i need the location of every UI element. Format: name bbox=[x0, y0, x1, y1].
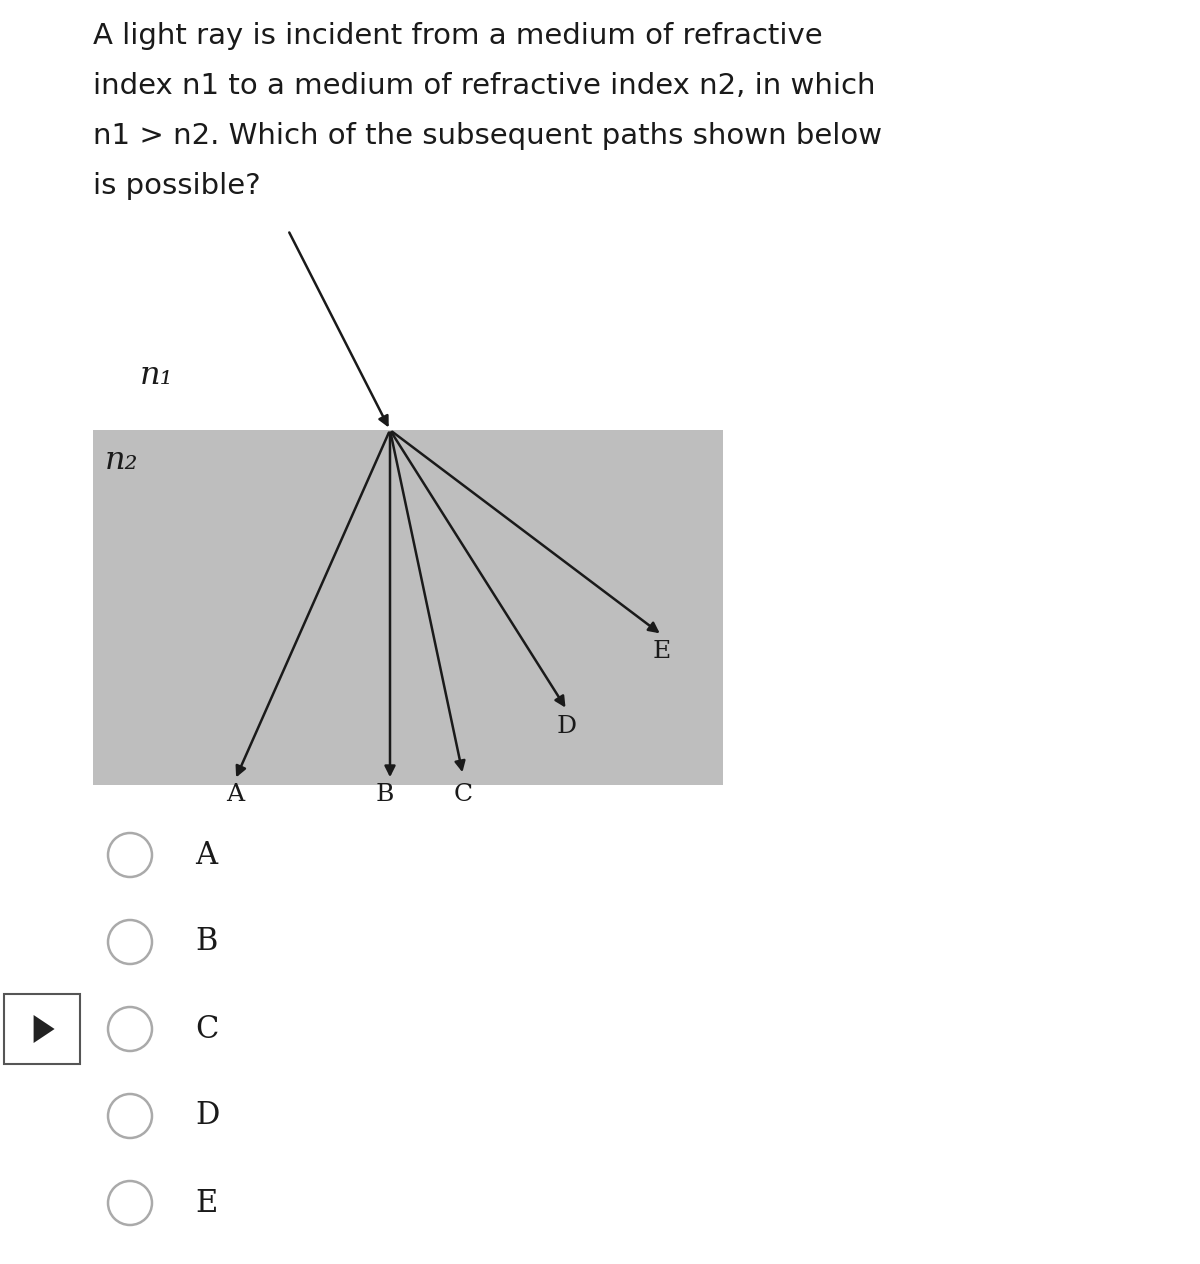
Text: A light ray is incident from a medium of refractive: A light ray is incident from a medium of… bbox=[94, 21, 823, 51]
Text: C: C bbox=[194, 1014, 218, 1044]
Text: A: A bbox=[226, 782, 244, 806]
Bar bbox=[94, 430, 722, 785]
Text: B: B bbox=[194, 927, 217, 958]
Text: is possible?: is possible? bbox=[94, 172, 260, 200]
Text: B: B bbox=[376, 782, 394, 806]
Text: n₁: n₁ bbox=[140, 360, 174, 391]
Text: A: A bbox=[194, 839, 217, 871]
Text: E: E bbox=[194, 1187, 217, 1218]
Text: C: C bbox=[454, 782, 473, 806]
FancyBboxPatch shape bbox=[4, 994, 80, 1064]
Text: n₂: n₂ bbox=[106, 445, 138, 477]
Text: D: D bbox=[194, 1101, 220, 1131]
Polygon shape bbox=[34, 1015, 55, 1043]
Text: n1 > n2. Which of the subsequent paths shown below: n1 > n2. Which of the subsequent paths s… bbox=[94, 123, 882, 150]
Text: index n1 to a medium of refractive index n2, in which: index n1 to a medium of refractive index… bbox=[94, 72, 876, 100]
Text: D: D bbox=[557, 715, 577, 738]
Text: E: E bbox=[653, 640, 671, 664]
